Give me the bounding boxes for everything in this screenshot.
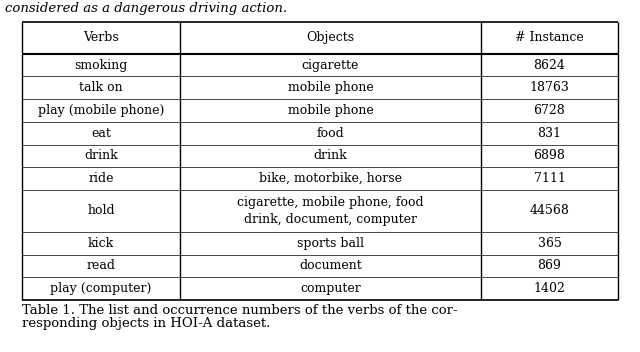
Text: hold: hold [87,205,115,218]
Text: mobile phone: mobile phone [287,104,373,117]
Text: 6898: 6898 [534,149,565,162]
Text: drink: drink [314,149,348,162]
Text: mobile phone: mobile phone [287,81,373,94]
Text: cigarette, mobile phone, food
drink, document, computer: cigarette, mobile phone, food drink, doc… [237,196,424,226]
Text: considered as a dangerous driving action.: considered as a dangerous driving action… [5,2,287,15]
Text: cigarette: cigarette [301,59,359,71]
Text: talk on: talk on [79,81,123,94]
Text: 7111: 7111 [534,172,565,185]
Text: 6728: 6728 [534,104,565,117]
Text: computer: computer [300,282,361,295]
Text: kick: kick [88,237,114,250]
Text: responding objects in HOI-A dataset.: responding objects in HOI-A dataset. [22,317,270,330]
Text: ride: ride [88,172,114,185]
Text: play (mobile phone): play (mobile phone) [38,104,164,117]
Text: 831: 831 [538,127,561,140]
Text: drink: drink [84,149,118,162]
Text: 18763: 18763 [529,81,570,94]
Text: eat: eat [91,127,111,140]
Text: Objects: Objects [307,31,355,44]
Text: bike, motorbike, horse: bike, motorbike, horse [259,172,402,185]
Text: 1402: 1402 [534,282,565,295]
Text: 44568: 44568 [529,205,570,218]
Text: food: food [317,127,344,140]
Text: Verbs: Verbs [83,31,119,44]
Text: play (computer): play (computer) [51,282,152,295]
Text: Table 1. The list and occurrence numbers of the verbs of the cor-: Table 1. The list and occurrence numbers… [22,304,458,317]
Text: 365: 365 [538,237,561,250]
Text: 869: 869 [538,259,561,272]
Text: sports ball: sports ball [297,237,364,250]
Text: 8624: 8624 [534,59,565,71]
Text: smoking: smoking [74,59,127,71]
Text: document: document [299,259,362,272]
Text: # Instance: # Instance [515,31,584,44]
Text: read: read [86,259,115,272]
